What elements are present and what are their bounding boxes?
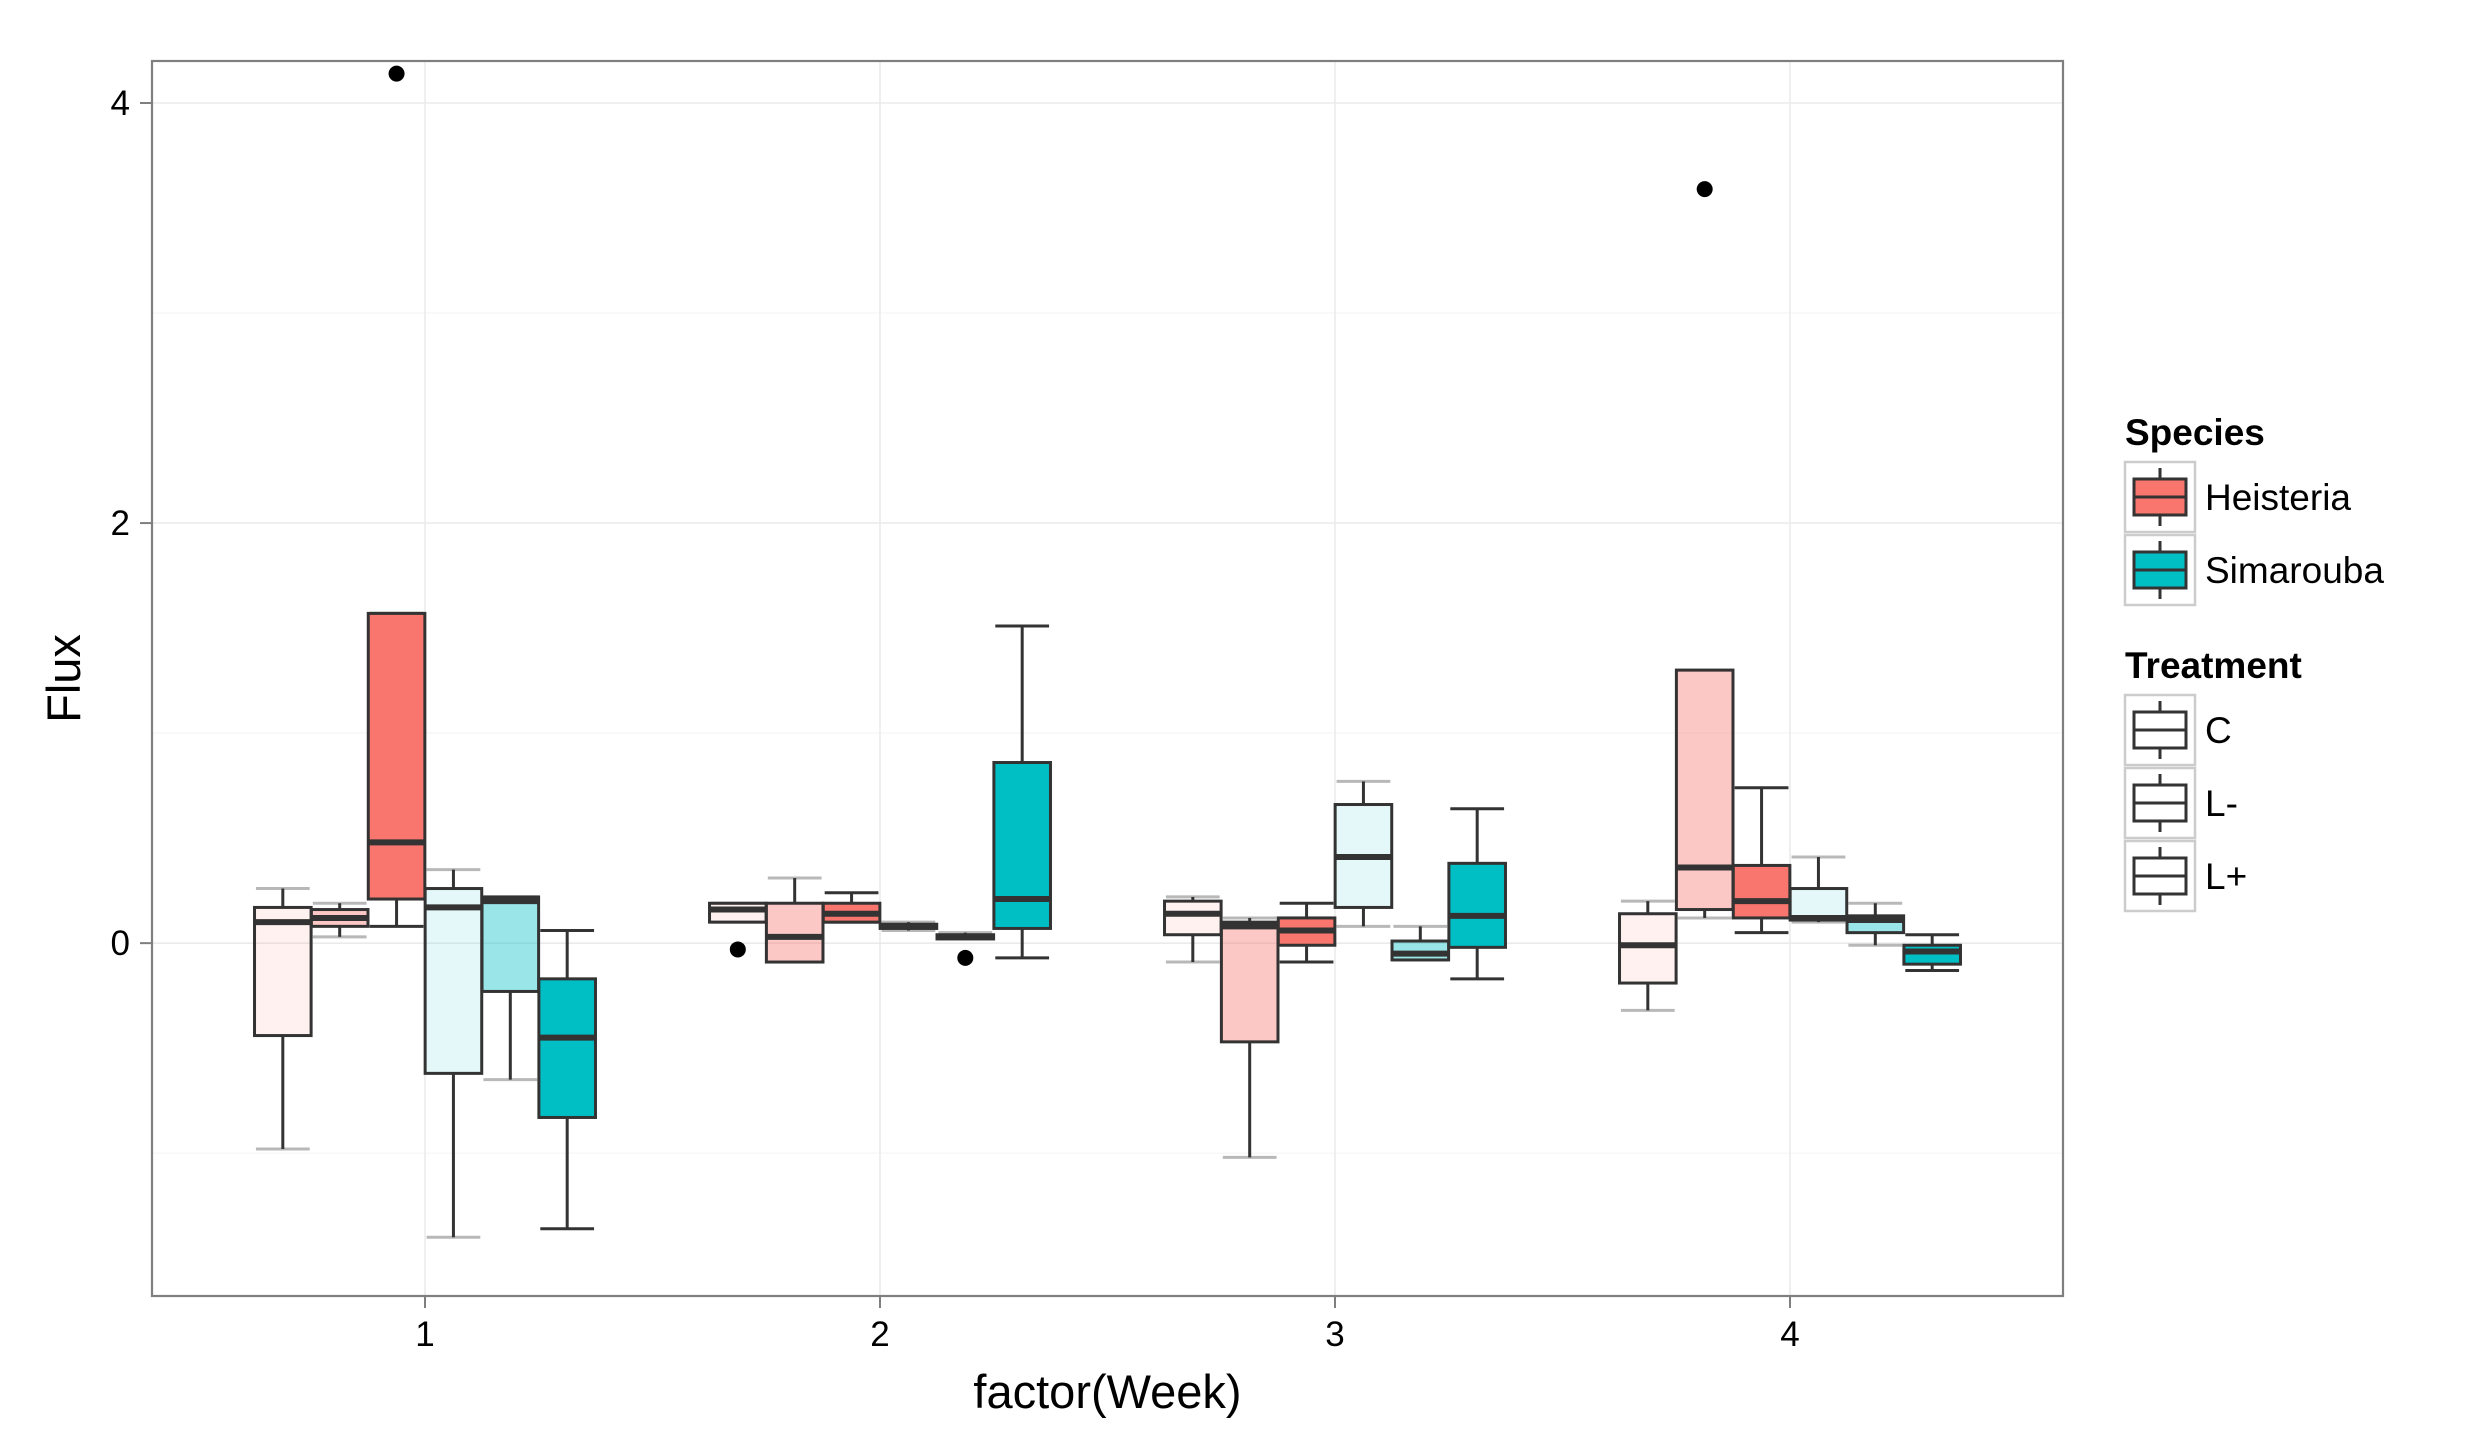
box-week3-simarouba-lminus — [1390, 924, 1451, 962]
legend-title: Treatment — [2125, 645, 2302, 686]
box-week4-heisteria-lplus — [1731, 786, 1792, 935]
box-iqr — [1219, 920, 1280, 1044]
x-tick-label: 3 — [1325, 1315, 1344, 1354]
x-axis-title: factor(Week) — [973, 1365, 1241, 1418]
box-week1-simarouba-lminus — [480, 895, 541, 1082]
legend-key-c: C — [2123, 693, 2232, 767]
legend: Species Heisteria Simarouba Treatment C L- L+ — [2123, 412, 2384, 913]
box-iqr — [480, 895, 541, 993]
box-iqr — [253, 905, 313, 1038]
outlier-point — [1696, 181, 1713, 198]
box-week1-heisteria-lminus — [309, 901, 370, 939]
legend-label: C — [2205, 710, 2232, 751]
x-tick-label: 2 — [870, 1315, 889, 1354]
box-week4-simarouba-c — [1788, 855, 1849, 924]
y-tick-label: 0 — [111, 924, 130, 963]
legend-key-simarouba: Simarouba — [2123, 533, 2384, 607]
box-iqr — [1731, 863, 1792, 920]
legend-label: Simarouba — [2205, 550, 2384, 591]
box-week4-simarouba-lminus — [1845, 901, 1906, 947]
legend-label: Heisteria — [2205, 477, 2351, 518]
outlier-point — [729, 941, 746, 958]
box-iqr — [1390, 939, 1451, 962]
legend-title: Species — [2125, 412, 2265, 453]
outlier-point — [957, 949, 974, 966]
outlier-point — [388, 65, 405, 82]
y-tick-label: 2 — [111, 504, 130, 543]
legend-key-lminus: L- — [2123, 766, 2238, 840]
legend-label: L- — [2205, 783, 2238, 824]
box-week4-simarouba-lplus — [1902, 933, 1962, 972]
box-iqr — [764, 901, 825, 964]
box-iqr — [423, 887, 484, 1075]
box-week2-heisteria-lminus — [764, 876, 825, 964]
box-iqr — [1674, 668, 1735, 912]
box-week3-simarouba-lplus — [1447, 807, 1507, 981]
box-iqr — [1902, 943, 1962, 966]
box-week2-simarouba-c — [878, 920, 939, 933]
box-week2-heisteria-lplus — [821, 891, 882, 924]
plot-panel-border — [150, 59, 2065, 1298]
box-week4-heisteria-c — [1618, 899, 1678, 1012]
box-week1-heisteria-lplus — [366, 65, 427, 928]
box-iqr — [708, 901, 768, 924]
legend-key-heisteria: Heisteria — [2123, 460, 2351, 534]
y-tick-label: 4 — [111, 84, 130, 123]
box-week1-heisteria-c — [253, 887, 313, 1151]
legend-treatment: Treatment C L- L+ — [2123, 645, 2302, 913]
legend-species: Species Heisteria Simarouba — [2123, 412, 2384, 607]
box-iqr — [366, 611, 427, 901]
box-week3-heisteria-c — [1163, 895, 1223, 964]
y-axis-title: Flux — [37, 634, 90, 723]
x-tick-label: 1 — [415, 1315, 434, 1354]
box-week3-simarouba-c — [1333, 779, 1394, 928]
box-iqr — [537, 977, 597, 1119]
grid-lines — [152, 61, 2063, 1296]
box-iqr — [1447, 861, 1507, 949]
box-week1-simarouba-lplus — [537, 929, 597, 1231]
box-week2-simarouba-lminus — [935, 931, 996, 966]
legend-key-lplus: L+ — [2123, 839, 2247, 913]
box-iqr — [1163, 899, 1223, 937]
box-week3-heisteria-lminus — [1219, 916, 1280, 1159]
box-iqr — [1618, 912, 1678, 985]
box-week4-heisteria-lminus — [1674, 181, 1735, 920]
x-tick-label: 4 — [1780, 1315, 1799, 1354]
box-week2-simarouba-lplus — [992, 624, 1052, 960]
axes: 0 2 4 1 2 3 4 — [111, 84, 1800, 1354]
box-iqr — [992, 761, 1052, 930]
box-week2-heisteria-c — [708, 901, 768, 958]
box-series — [253, 65, 1962, 1239]
legend-label: L+ — [2205, 856, 2247, 897]
box-week3-heisteria-lplus — [1276, 901, 1337, 964]
box-week1-simarouba-c — [423, 868, 484, 1239]
